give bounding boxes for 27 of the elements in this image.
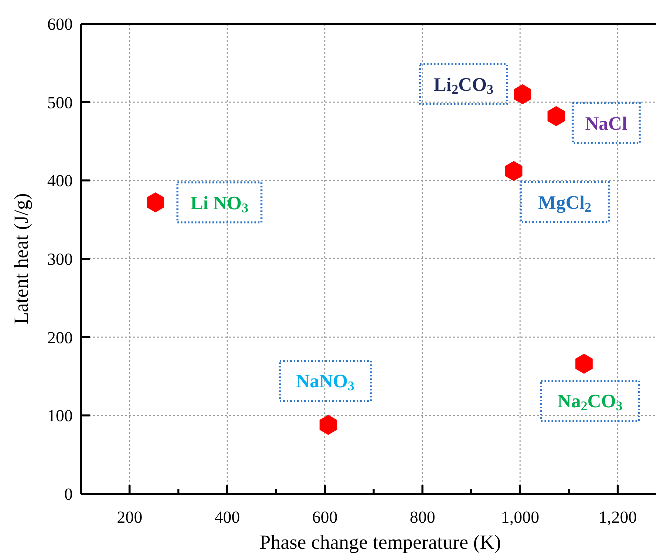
y-tick-label: 0 — [64, 484, 73, 504]
annotation: MgCl$_{2}$ — [538, 192, 592, 216]
y-tick-label: 300 — [48, 250, 73, 269]
x-axis-title: Phase change temperature (K) — [260, 532, 502, 554]
annotation: NaCl — [585, 114, 628, 136]
x-tick-label: 600 — [312, 508, 338, 527]
y-axis-title: Latent heat (J/g) — [11, 193, 33, 325]
y-tick-label: 200 — [48, 328, 73, 348]
x-tick-label: 1,200 — [598, 508, 638, 527]
x-tick-label: 1,000 — [501, 508, 540, 527]
annotation: Na$_{2}$CO$_{3}$ — [558, 392, 624, 414]
x-tick-label: 200 — [117, 508, 143, 527]
point — [548, 106, 566, 126]
annotation: NaNO$_{3}$ — [296, 372, 356, 394]
point — [147, 192, 164, 213]
x-tick-label: 800 — [410, 508, 436, 527]
point — [514, 84, 532, 104]
x-tick-label: 400 — [214, 508, 240, 527]
point — [505, 161, 523, 182]
y-tick-label: 100 — [48, 406, 73, 426]
y-tick-label: 600 — [48, 14, 73, 34]
annotation: Li$_{2}$CO$_{3}$ — [434, 75, 494, 98]
point — [576, 354, 593, 374]
point — [320, 415, 338, 436]
y-tick-label: 500 — [48, 93, 73, 112]
annotation: Li NO$_{3}$ — [190, 193, 249, 216]
y-tick-label: 400 — [48, 172, 73, 191]
